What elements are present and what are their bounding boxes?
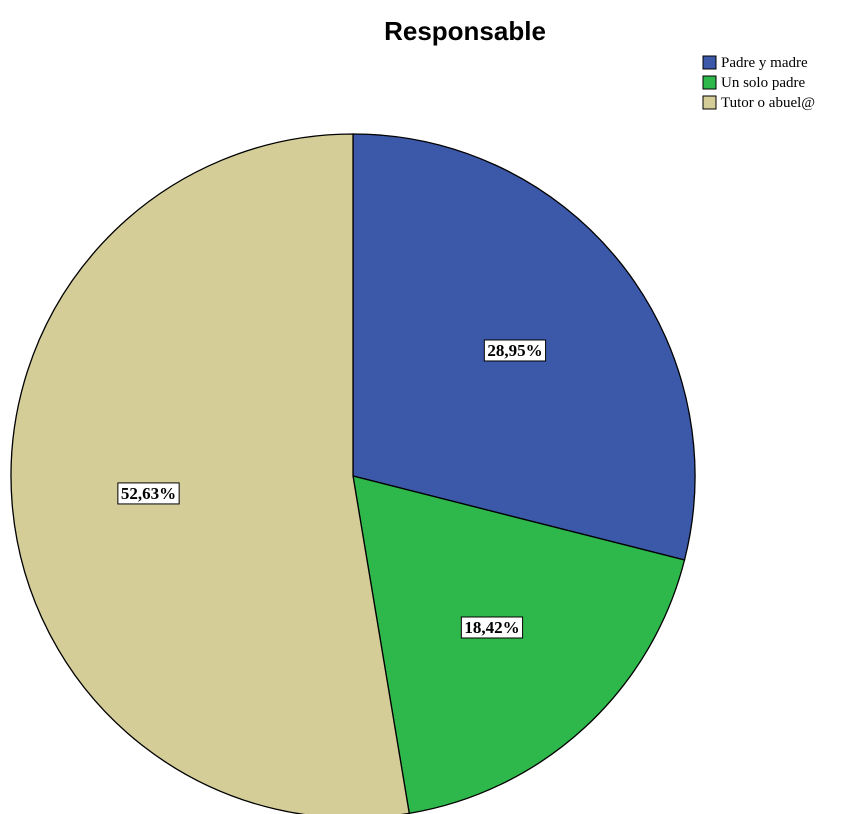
data-label-box-tutor-o-abuel: [117, 482, 180, 505]
data-label-text-un-solo-padre: 18,42%: [464, 618, 519, 637]
data-label-padre-y-madre: 28,95%: [483, 339, 547, 362]
pie-slice-tutor-o-abuel: [10, 133, 411, 814]
data-label-box-padre-y-madre: [483, 339, 547, 362]
pie-slice-un-solo-padre: [352, 475, 686, 814]
legend-label-padre-y-madre: Padre y madre: [721, 55, 808, 71]
legend-swatch-tutor-o-abuel: [702, 95, 717, 110]
legend-item-padre-y-madre: Padre y madre: [702, 55, 808, 71]
data-label-tutor-o-abuel: 52,63%: [117, 482, 180, 505]
legend-swatch-un-solo-padre: [702, 75, 717, 90]
data-labels: 28,95% 18,42% 52,63%: [117, 339, 547, 639]
legend-swatch-padre-y-madre: [702, 55, 717, 70]
legend-item-tutor-o-abuel: Tutor o abuel@: [702, 95, 815, 111]
data-label-un-solo-padre: 18,42%: [460, 616, 524, 639]
pie-slices: [10, 133, 696, 814]
legend-label-un-solo-padre: Un solo padre: [721, 75, 805, 91]
legend-item-un-solo-padre: Un solo padre: [702, 75, 805, 91]
data-label-text-tutor-o-abuel: 52,63%: [121, 484, 176, 503]
chart-title: Responsable: [384, 16, 546, 46]
legend: Padre y madre Un solo padre Tutor o abue…: [702, 55, 815, 111]
legend-label-tutor-o-abuel: Tutor o abuel@: [721, 95, 815, 111]
data-label-text-padre-y-madre: 28,95%: [487, 341, 542, 360]
data-label-box-un-solo-padre: [460, 616, 524, 639]
